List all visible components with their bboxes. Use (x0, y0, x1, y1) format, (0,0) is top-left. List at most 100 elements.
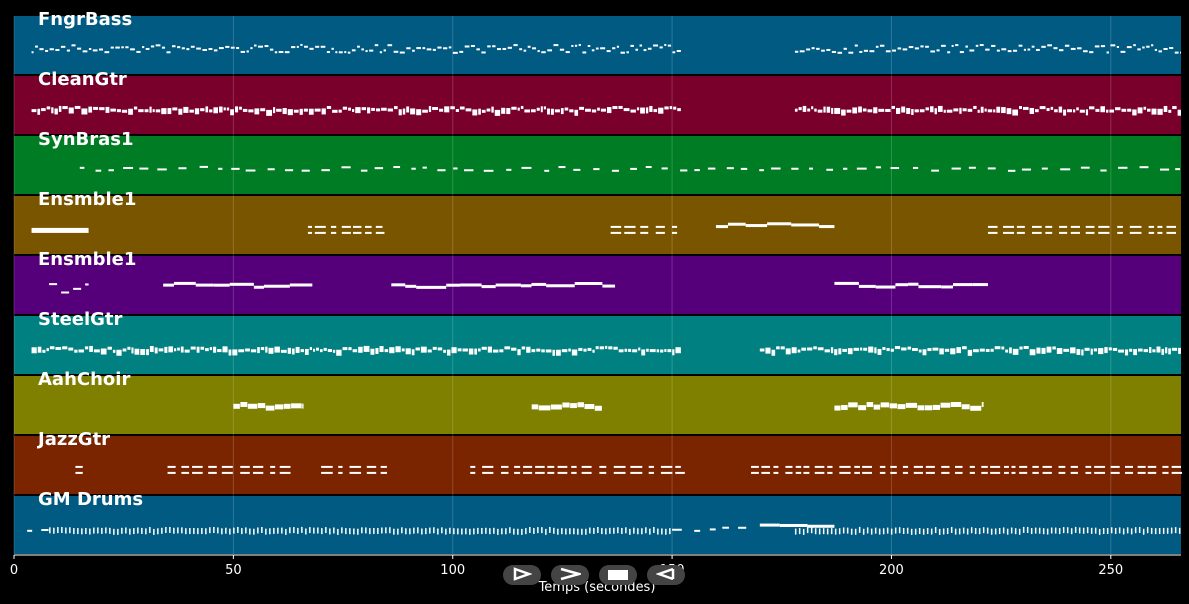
note (894, 346, 901, 350)
note (213, 49, 218, 52)
note (257, 403, 266, 409)
note (894, 527, 897, 534)
note (205, 106, 209, 113)
note (1089, 106, 1095, 110)
note (886, 348, 890, 352)
note (1059, 231, 1068, 234)
note (335, 51, 338, 54)
note (270, 465, 276, 468)
track-8[interactable]: GM Drums (14, 489, 1181, 554)
note (353, 528, 355, 535)
track-1[interactable]: CleanGtr (14, 69, 1181, 134)
note (173, 281, 196, 285)
note (1104, 347, 1108, 354)
note (486, 108, 491, 112)
note (75, 471, 83, 474)
track-label: SteelGtr (38, 309, 123, 330)
note (794, 528, 797, 535)
note (579, 106, 585, 110)
track-notes (31, 105, 1181, 116)
note (630, 44, 634, 47)
note (874, 527, 877, 534)
note (680, 169, 688, 172)
note (846, 527, 849, 534)
track-4[interactable]: Ensmble1 (14, 249, 1181, 314)
note (65, 527, 67, 534)
note (814, 108, 817, 112)
note (71, 44, 76, 47)
rewind-button[interactable] (647, 565, 685, 585)
note (73, 528, 75, 535)
note (979, 348, 985, 352)
note (1018, 528, 1021, 535)
note (880, 402, 890, 408)
note (1178, 347, 1181, 354)
play-button[interactable] (503, 565, 541, 585)
track-3[interactable]: Ensmble1 (14, 189, 1181, 254)
note (1082, 527, 1085, 534)
note (1042, 528, 1045, 535)
stop-button[interactable] (599, 565, 637, 585)
track-0[interactable]: FngrBass (14, 9, 1181, 74)
note (245, 169, 256, 172)
fast-forward-button[interactable] (551, 565, 589, 585)
note (451, 347, 457, 354)
note (449, 527, 451, 534)
note (555, 349, 561, 356)
note (257, 347, 260, 354)
note (266, 109, 273, 116)
note (465, 528, 467, 535)
note (42, 349, 46, 353)
note (605, 528, 607, 535)
track-5[interactable]: SteelGtr (14, 309, 1181, 374)
note (581, 465, 592, 468)
note (231, 167, 240, 170)
note (780, 346, 785, 350)
note (366, 465, 377, 468)
note (612, 47, 616, 50)
note (284, 169, 294, 172)
note (399, 51, 405, 54)
track-7[interactable]: JazzGtr (14, 429, 1183, 494)
note (169, 526, 171, 533)
note (476, 48, 480, 51)
note (597, 107, 600, 111)
note (321, 471, 333, 474)
note (837, 51, 843, 54)
track-2[interactable]: SynBras1 (14, 129, 1181, 194)
note (1132, 109, 1137, 116)
note (917, 405, 925, 411)
note (167, 471, 176, 474)
note (794, 108, 798, 112)
note (1031, 225, 1042, 228)
note (830, 347, 834, 354)
note (1172, 106, 1177, 110)
note (675, 347, 681, 354)
note (325, 527, 327, 534)
note (830, 528, 833, 535)
note (1056, 348, 1063, 355)
note (942, 528, 945, 535)
note (624, 231, 636, 234)
track-label: FngrBass (38, 9, 132, 30)
track-6[interactable]: AahChoir (14, 369, 1181, 434)
note (608, 346, 613, 350)
note (667, 44, 672, 47)
note (108, 169, 114, 172)
note (260, 347, 265, 351)
note (393, 50, 399, 53)
note (1125, 465, 1134, 468)
note (524, 109, 531, 113)
note (459, 106, 465, 110)
note (1010, 527, 1013, 534)
note (237, 526, 239, 533)
note (233, 403, 240, 409)
stop-icon (607, 566, 629, 585)
note (1137, 471, 1146, 474)
note (225, 45, 230, 48)
note (1012, 49, 1018, 52)
note (453, 167, 458, 170)
note (553, 44, 559, 47)
note (429, 527, 431, 534)
note (332, 109, 338, 113)
